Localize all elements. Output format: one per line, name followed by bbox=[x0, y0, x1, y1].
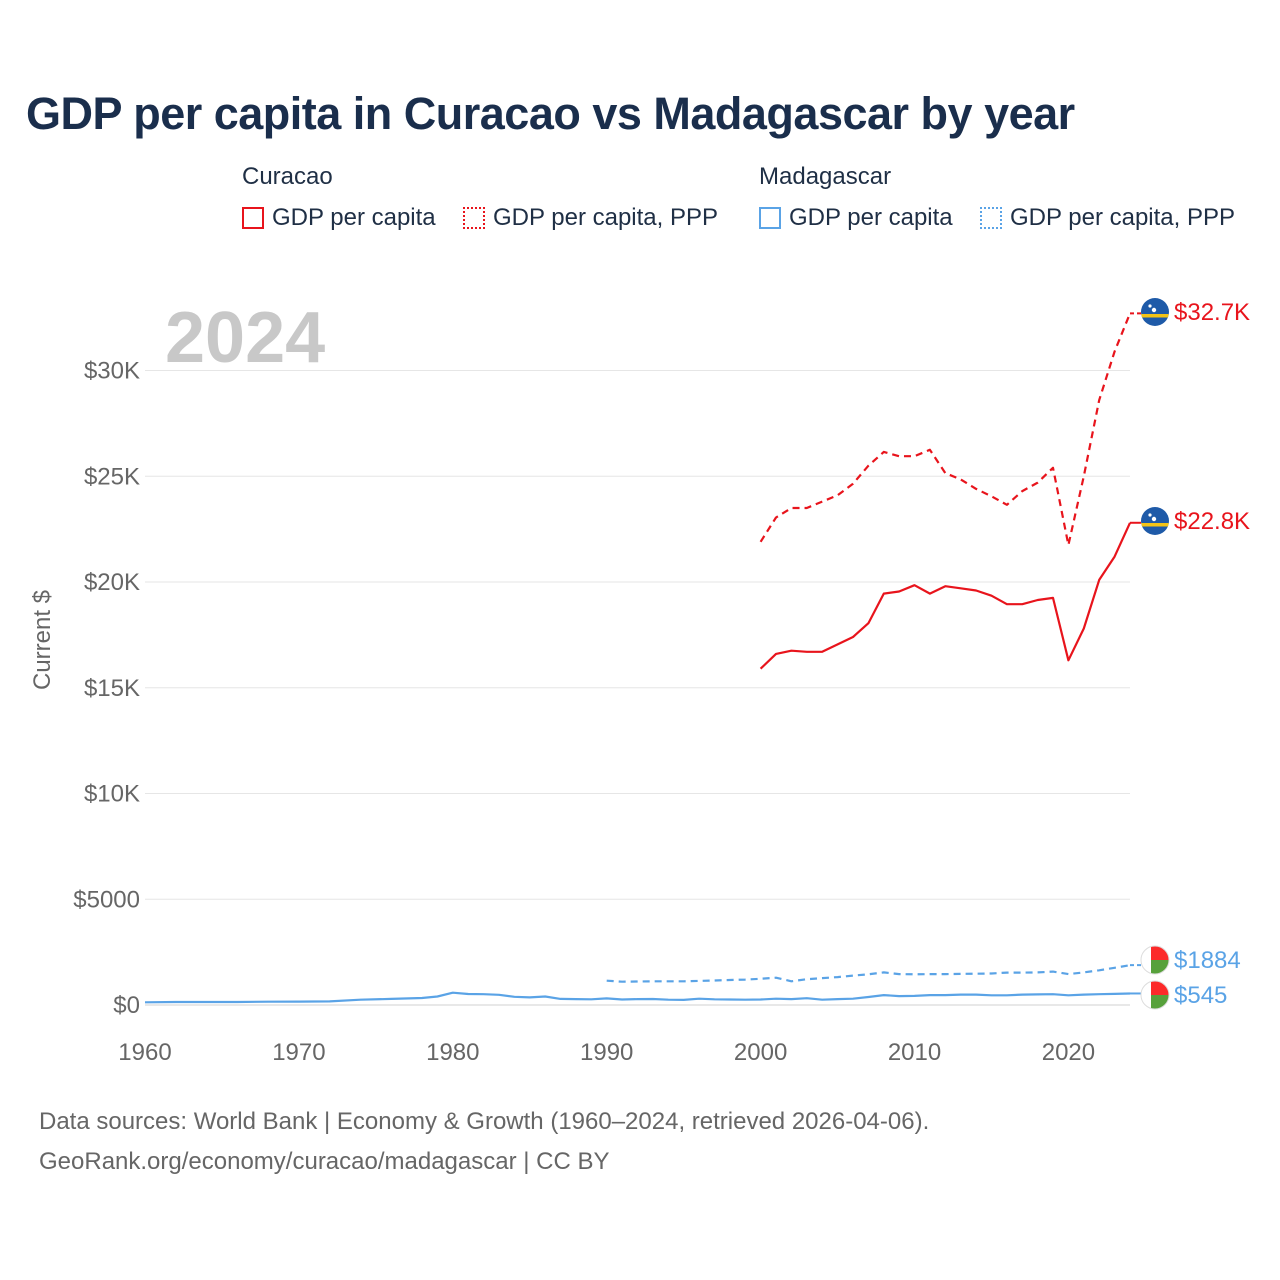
curacao-flag-icon bbox=[1141, 507, 1169, 535]
legend-label: GDP per capita, PPP bbox=[493, 204, 718, 231]
y-tick-label: $10K bbox=[84, 781, 140, 808]
series-line-curacao-gdp-per-capita-ppp bbox=[759, 312, 1132, 547]
series-line-madagascar-gdp-per-capita-ppp bbox=[606, 964, 1131, 983]
curacao-flag-icon bbox=[1141, 298, 1169, 326]
legend-label: GDP per capita bbox=[272, 204, 436, 231]
legend-swatch-dotted-blue bbox=[980, 207, 1002, 229]
legend-group-madagascar: Madagascar bbox=[759, 163, 892, 190]
legend-label: GDP per capita bbox=[789, 204, 953, 231]
end-label-curacao-ppp: $32.7K bbox=[1174, 299, 1250, 326]
x-tick-label: 1990 bbox=[580, 1039, 633, 1066]
legend-group-curacao: Curacao bbox=[242, 163, 333, 190]
series-line-madagascar-gdp-per-capita bbox=[144, 991, 1131, 1004]
chart-title: GDP per capita in Curacao vs Madagascar … bbox=[26, 88, 1075, 139]
y-tick-label: $30K bbox=[84, 358, 140, 385]
legend-swatch-dotted-red bbox=[463, 207, 485, 229]
y-tick-label: $5000 bbox=[73, 886, 140, 913]
y-tick-label: $20K bbox=[84, 569, 140, 596]
series-line-curacao-gdp-per-capita bbox=[759, 522, 1132, 670]
x-tick-label: 1960 bbox=[118, 1039, 171, 1066]
x-tick-label: 1970 bbox=[272, 1039, 325, 1066]
legend-item-curacao-gdp[interactable]: GDP per capita bbox=[242, 204, 436, 232]
y-tick-label: $0 bbox=[113, 992, 140, 1019]
y-tick-label: $15K bbox=[84, 675, 140, 702]
legend-swatch-solid-red bbox=[242, 207, 264, 229]
y-axis-label: Current $ bbox=[29, 590, 56, 690]
year-watermark: 2024 bbox=[165, 298, 325, 378]
legend-item-madagascar-gdp[interactable]: GDP per capita bbox=[759, 204, 953, 232]
legend-label: GDP per capita, PPP bbox=[1010, 204, 1235, 231]
footer-attribution: GeoRank.org/economy/curacao/madagascar |… bbox=[39, 1148, 610, 1175]
x-tick-label: 2000 bbox=[734, 1039, 787, 1066]
legend-swatch-solid-blue bbox=[759, 207, 781, 229]
madagascar-flag-icon bbox=[1140, 980, 1170, 1010]
footer-sources: Data sources: World Bank | Economy & Gro… bbox=[39, 1108, 930, 1135]
end-label-curacao-gdp: $22.8K bbox=[1174, 508, 1250, 535]
legend-item-madagascar-ppp[interactable]: GDP per capita, PPP bbox=[980, 204, 1235, 232]
x-tick-label: 2020 bbox=[1042, 1039, 1095, 1066]
y-tick-label: $25K bbox=[84, 463, 140, 490]
x-tick-label: 2010 bbox=[888, 1039, 941, 1066]
x-tick-label: 1980 bbox=[426, 1039, 479, 1066]
end-label-madagascar-gdp: $545 bbox=[1174, 982, 1227, 1009]
madagascar-flag-icon bbox=[1140, 945, 1170, 975]
end-label-madagascar-ppp: $1884 bbox=[1174, 947, 1241, 974]
legend-item-curacao-ppp[interactable]: GDP per capita, PPP bbox=[463, 204, 718, 232]
